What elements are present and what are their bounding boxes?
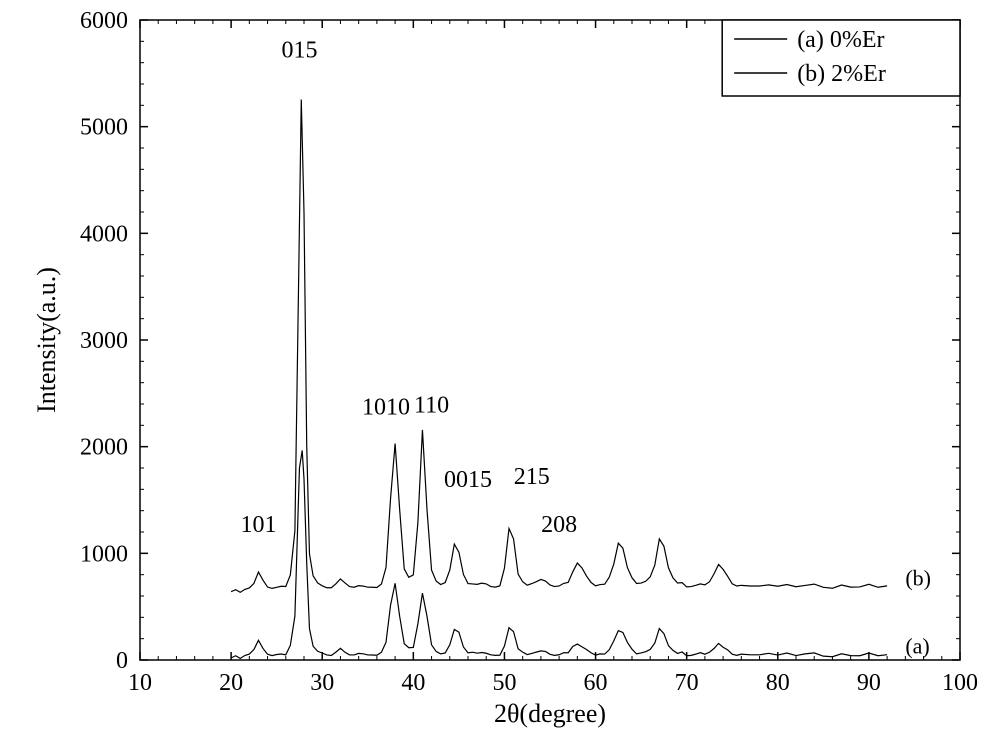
x-tick-label: 30 bbox=[310, 670, 334, 696]
plot-border bbox=[140, 20, 960, 660]
peak-label: 110 bbox=[414, 393, 449, 419]
x-tick-label: 70 bbox=[675, 670, 699, 696]
xrd-chart: 1020304050607080901000100020003000400050… bbox=[0, 0, 1000, 730]
x-tick-label: 40 bbox=[401, 670, 425, 696]
x-tick-label: 10 bbox=[128, 670, 152, 696]
y-axis-label: Intensity(a.u.) bbox=[32, 267, 61, 413]
y-tick-label: 1000 bbox=[80, 541, 128, 567]
y-tick-label: 2000 bbox=[80, 435, 128, 461]
peak-label: 0015 bbox=[444, 467, 492, 493]
peak-label: 101 bbox=[240, 512, 276, 538]
peak-label: 208 bbox=[541, 512, 577, 538]
series-a bbox=[231, 450, 887, 658]
y-tick-label: 4000 bbox=[80, 221, 128, 247]
y-tick-label: 6000 bbox=[80, 8, 128, 34]
y-tick-label: 5000 bbox=[80, 115, 128, 141]
x-tick-label: 50 bbox=[492, 670, 516, 696]
peak-label: 015 bbox=[281, 37, 317, 63]
x-tick-label: 90 bbox=[857, 670, 881, 696]
x-tick-label: 100 bbox=[942, 670, 978, 696]
x-tick-label: 20 bbox=[219, 670, 243, 696]
peak-label: 1010 bbox=[362, 395, 410, 421]
legend-label: (a) 0%Er bbox=[797, 27, 884, 53]
y-tick-label: 0 bbox=[116, 648, 128, 674]
series-end-label: (a) bbox=[905, 634, 929, 659]
x-tick-label: 60 bbox=[584, 670, 608, 696]
y-tick-label: 3000 bbox=[80, 328, 128, 354]
x-axis-label: 2θ(degree) bbox=[494, 699, 606, 728]
legend-label: (b) 2%Er bbox=[797, 61, 886, 87]
peak-label: 215 bbox=[514, 464, 550, 490]
x-tick-label: 80 bbox=[766, 670, 790, 696]
chart-svg: 1020304050607080901000100020003000400050… bbox=[0, 0, 1000, 730]
series-end-label: (b) bbox=[905, 565, 931, 590]
